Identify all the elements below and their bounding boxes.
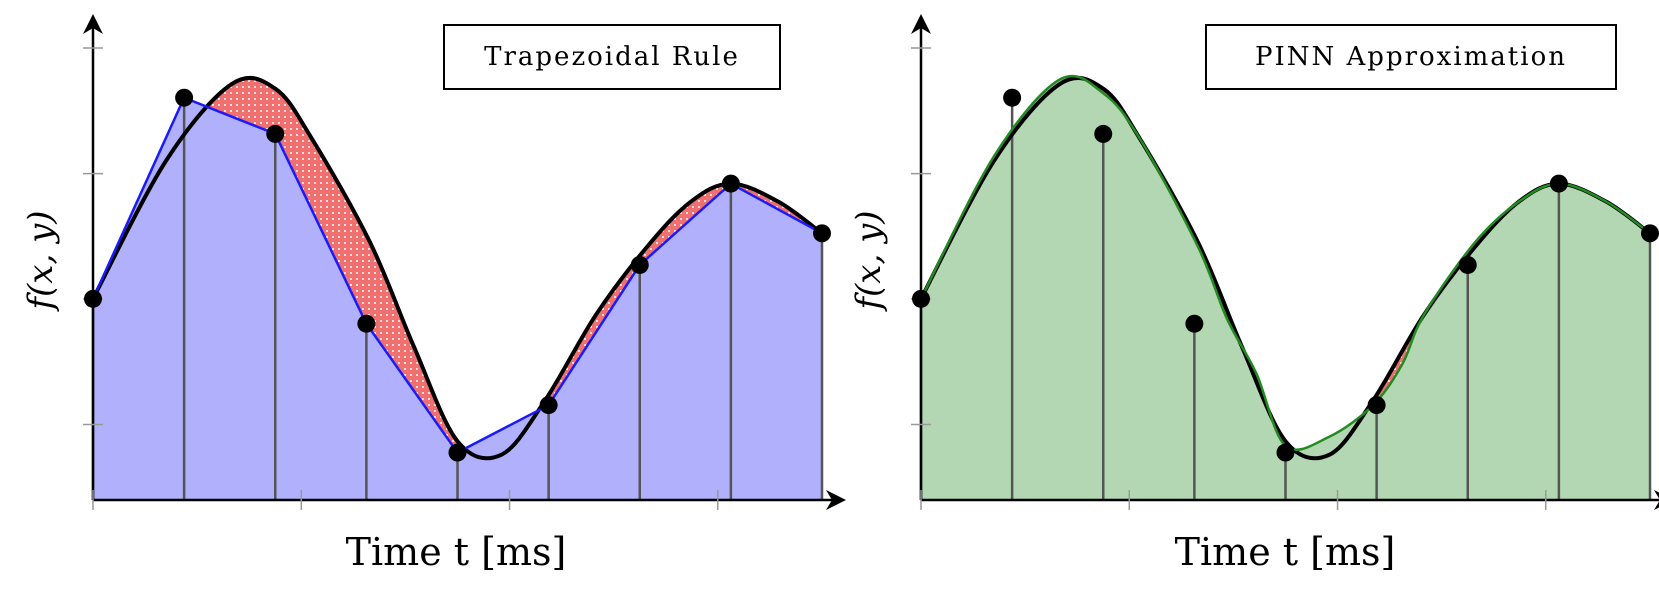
sample-point	[1094, 124, 1113, 143]
x-axis-label: Time t [ms]	[1175, 530, 1396, 574]
sample-point	[813, 224, 831, 243]
sample-point	[630, 255, 649, 274]
legend-label: Trapezoidal Rule	[484, 42, 740, 72]
y-axis-label: f(x, y)	[849, 210, 889, 312]
sample-point	[1458, 255, 1477, 274]
trapezoidal-chart: Trapezoidal Rule Time t [ms] f(x, y)	[21, 14, 846, 574]
sample-point	[721, 174, 740, 193]
sample-point	[912, 289, 930, 308]
legend-box: PINN Approximation	[1205, 24, 1617, 90]
pinn-fill	[921, 75, 1650, 500]
legend-box: Trapezoidal Rule	[443, 24, 781, 90]
sample-point	[266, 124, 285, 143]
sample-point	[1367, 396, 1386, 415]
sample-point	[448, 443, 467, 462]
sample-point	[175, 88, 194, 107]
x-axis-label: Time t [ms]	[346, 530, 567, 574]
sample-point	[1003, 88, 1022, 107]
sample-point	[1641, 224, 1659, 243]
sample-point	[357, 314, 376, 333]
pinn-chart: PINN Approximation Time t [ms] f(x, y)	[849, 14, 1659, 574]
plot-area	[911, 14, 1659, 510]
sample-point	[1549, 174, 1568, 193]
sample-point	[1185, 314, 1204, 333]
sample-point	[84, 289, 102, 308]
sample-point	[1276, 443, 1295, 462]
true-curve	[91, 75, 824, 461]
y-axis-label: f(x, y)	[21, 210, 61, 312]
plot-area	[83, 14, 846, 510]
sample-point	[539, 396, 558, 415]
legend-label: PINN Approximation	[1255, 42, 1567, 72]
